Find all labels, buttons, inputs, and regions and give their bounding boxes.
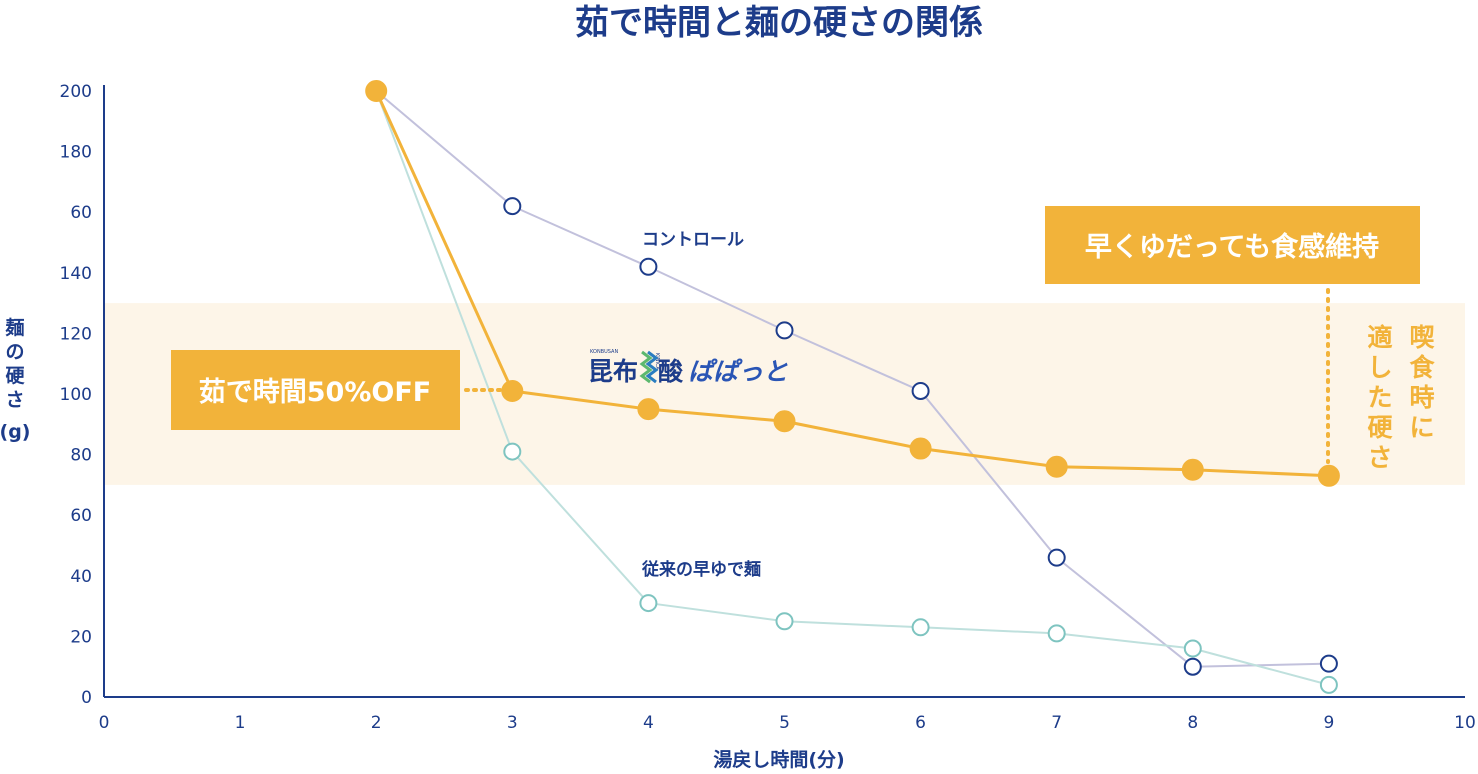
control-series-label: コントロール	[642, 230, 744, 250]
y-tick-label: 20	[70, 627, 92, 647]
logo-small-text-left: KONBUSAN	[590, 349, 618, 355]
x-tick-label: 1	[235, 713, 246, 733]
callout-right: 早くゆだっても食感維持	[1045, 206, 1420, 464]
y-axis-ticks: 0 20 40 60 80 100 120 140 60 180 200	[60, 82, 92, 708]
product-logo: KONBUSAN KINICA 昆布 酸 ぱぱっと	[588, 349, 788, 386]
x-tick-label: 7	[1051, 713, 1062, 733]
chart-title: 茹で時間と麺の硬さの関係	[575, 3, 983, 43]
y-axis-label-char: の	[5, 341, 24, 363]
data-point	[639, 257, 658, 276]
series-layer	[365, 80, 1340, 694]
series-1	[367, 82, 1338, 694]
band-label-char: し	[1367, 353, 1392, 382]
y-tick-label: 40	[70, 567, 92, 587]
data-point	[1319, 675, 1338, 694]
data-point	[639, 594, 658, 613]
logo-small-text-right: KINICA	[654, 353, 660, 370]
data-point	[773, 410, 796, 433]
callout-left: 茹で時間50%OFF	[171, 350, 505, 430]
y-tick-label: 80	[70, 446, 92, 466]
callout-right-text: 早くゆだっても食感維持	[1085, 231, 1379, 263]
callout-left-text: 茹で時間50%OFF	[199, 377, 431, 408]
data-point	[1045, 455, 1068, 478]
callout-right-box	[1045, 206, 1420, 284]
series-line	[375, 90, 1329, 668]
data-point	[775, 612, 794, 631]
data-point	[501, 379, 524, 402]
data-point	[1317, 464, 1340, 487]
data-point	[1047, 624, 1066, 643]
band-label-char: た	[1367, 383, 1392, 412]
data-point	[911, 381, 930, 400]
data-point	[1183, 639, 1202, 658]
band-label-char: 適	[1367, 323, 1392, 352]
x-tick-label: 3	[507, 713, 518, 733]
data-point	[503, 442, 522, 461]
logo-kanji-2: 酸	[658, 357, 684, 386]
y-tick-label: 100	[60, 385, 92, 405]
data-point	[1181, 458, 1204, 481]
x-tick-label: 0	[99, 713, 110, 733]
data-point	[1183, 657, 1202, 676]
y-tick-label: 120	[60, 324, 92, 344]
callout-left-box	[171, 350, 460, 430]
data-point	[909, 437, 932, 460]
series-line	[375, 90, 1330, 686]
data-point	[911, 618, 930, 637]
y-tick-label: 140	[60, 264, 92, 284]
band-label-char: 硬	[1367, 413, 1393, 442]
data-point	[503, 197, 522, 216]
x-tick-label: 2	[371, 713, 382, 733]
x-tick-label: 4	[643, 713, 654, 733]
band-label-char: 喫	[1409, 323, 1434, 352]
x-axis-ticks: 0 1 2 3 4 5 6 7 8 9 10	[99, 713, 1476, 733]
band-label-char: 食	[1409, 353, 1435, 382]
y-axis-label: 麺 の 硬 さ (g)	[0, 316, 30, 443]
x-tick-label: 6	[915, 713, 926, 733]
logo-wave-icon	[639, 350, 659, 384]
band-label-char: さ	[1367, 443, 1392, 472]
band-label-char: 時	[1409, 383, 1434, 412]
y-tick-label: 60	[70, 203, 92, 223]
y-axis-label-char: (g)	[0, 421, 30, 443]
y-tick-label: 60	[70, 506, 92, 526]
y-tick-label: 180	[60, 143, 92, 163]
data-point	[365, 80, 388, 102]
data-point	[637, 398, 660, 421]
band-label-char: に	[1409, 413, 1434, 442]
series-0	[367, 82, 1338, 676]
data-point	[1047, 548, 1066, 567]
series-2	[365, 80, 1340, 487]
y-axis-label-char: 硬	[5, 365, 25, 387]
x-tick-label: 9	[1323, 713, 1334, 733]
y-tick-label: 200	[60, 82, 92, 102]
data-point	[775, 321, 794, 340]
data-point	[1319, 654, 1338, 673]
y-tick-label: 0	[81, 688, 92, 708]
x-tick-label: 10	[1454, 713, 1476, 733]
traditional-series-label: 従来の早ゆで麺	[641, 559, 761, 580]
x-tick-label: 5	[779, 713, 790, 733]
y-axis-label-char: さ	[5, 389, 24, 411]
x-axis-label: 湯戻し時間(分)	[713, 748, 844, 771]
series-line	[374, 90, 1329, 478]
x-tick-label: 8	[1187, 713, 1198, 733]
logo-kanji: 昆布	[588, 357, 638, 386]
logo-kana: ぱぱっと	[688, 357, 788, 386]
y-axis-label-char: 麺	[4, 316, 24, 339]
